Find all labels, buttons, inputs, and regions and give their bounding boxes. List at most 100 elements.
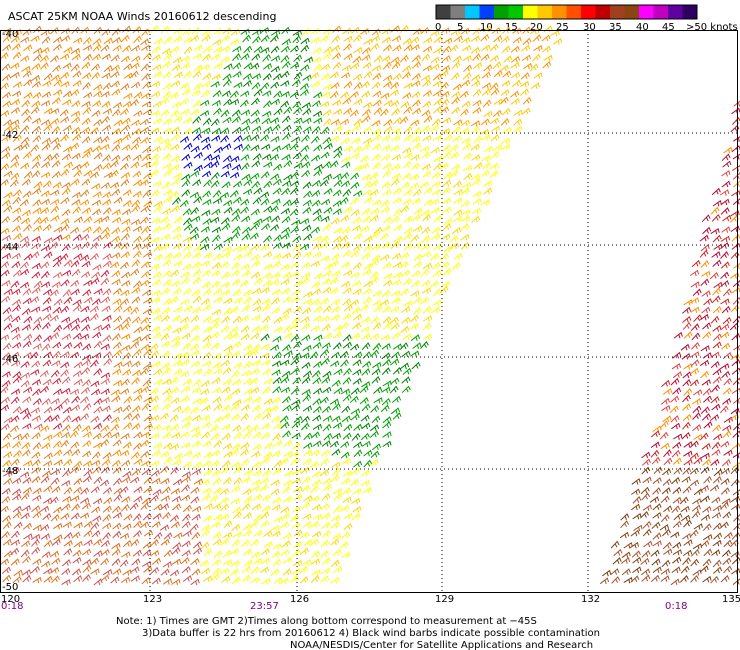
- wind-barb: [152, 314, 162, 321]
- wind-barb: [693, 457, 703, 465]
- wind-barb: [210, 160, 220, 168]
- wind-barb: [220, 538, 230, 546]
- wind-barb: [430, 63, 440, 71]
- wind-barb: [90, 557, 100, 566]
- wind-barb: [230, 461, 241, 469]
- wind-barb: [132, 250, 142, 259]
- wind-barb: [463, 64, 473, 73]
- wind-barb: [352, 55, 362, 64]
- wind-barb: [649, 496, 660, 503]
- wind-barb: [100, 277, 110, 286]
- wind-barb: [250, 144, 260, 152]
- wind-barb: [473, 135, 482, 144]
- wind-barb: [262, 53, 272, 62]
- wind-barb: [391, 279, 402, 286]
- wind-barb: [229, 548, 240, 555]
- wind-barb: [681, 476, 691, 483]
- wind-barb: [263, 263, 273, 270]
- wind-barb: [211, 171, 220, 180]
- wind-barb: [12, 575, 22, 584]
- wind-barb: [191, 468, 201, 476]
- longitude-labels: 120 123 126 129 132 135: [1, 594, 740, 605]
- wind-barb: [710, 575, 720, 584]
- wind-barb: [310, 260, 320, 268]
- wind-barb: [352, 34, 362, 43]
- wind-barb: [362, 296, 372, 305]
- wind-barb: [232, 511, 242, 519]
- wind-barb: [720, 235, 730, 243]
- wind-barb: [150, 236, 160, 244]
- wind-barb: [170, 269, 180, 277]
- wind-barb: [241, 125, 251, 132]
- wind-barb: [171, 335, 181, 343]
- wind-barb: [250, 520, 259, 528]
- wind-barb: [261, 505, 271, 513]
- wind-barb: [3, 477, 13, 486]
- wind-barb: [202, 72, 212, 80]
- wind-barb: [310, 154, 321, 162]
- wind-barb: [689, 452, 699, 460]
- wind-barb: [221, 271, 231, 279]
- wind-barb: [200, 567, 211, 575]
- wind-barb: [730, 407, 740, 415]
- wind-barb: [301, 476, 311, 485]
- wind-barb: [279, 577, 289, 585]
- wind-barb: [672, 486, 682, 494]
- wind-barb: [442, 186, 452, 195]
- wind-barb: [640, 486, 650, 495]
- wind-barb: [292, 549, 302, 557]
- wind-barb: [169, 386, 179, 394]
- wind-barb: [672, 371, 683, 379]
- wind-barb: [650, 449, 660, 458]
- wind-barb: [212, 197, 222, 205]
- wind-barb: [490, 150, 500, 159]
- wind-barb: [679, 496, 689, 505]
- wind-barb: [10, 466, 20, 474]
- wind-barb: [723, 565, 733, 574]
- wind-barb: [390, 351, 401, 359]
- wind-barb: [411, 214, 421, 222]
- wind-barb: [360, 154, 370, 163]
- wind-barb: [250, 566, 260, 574]
- wind-barb: [70, 226, 80, 234]
- wind-barb: [713, 243, 723, 251]
- wind-barb: [210, 154, 221, 161]
- wind-barb: [180, 395, 190, 403]
- wind-barb: [231, 115, 241, 124]
- wind-barb: [1, 379, 11, 388]
- wind-barb: [120, 83, 130, 91]
- wind-barb: [123, 396, 133, 404]
- wind-barb: [151, 145, 162, 153]
- wind-barb: [70, 260, 80, 268]
- wind-barb: [152, 180, 162, 187]
- wind-barb: [143, 423, 153, 430]
- wind-barb: [442, 268, 452, 276]
- wind-barb: [93, 538, 103, 546]
- wind-barb: [92, 497, 103, 505]
- wind-barb: [312, 377, 322, 385]
- wind-barb: [52, 259, 62, 268]
- wind-barb: [11, 333, 21, 340]
- wind-barb: [722, 557, 732, 565]
- wind-barb: [241, 134, 252, 142]
- wind-barb: [660, 568, 670, 575]
- wind-barb: [213, 403, 223, 411]
- wind-barb: [162, 279, 172, 287]
- wind-barb: [13, 144, 23, 151]
- wind-barb: [380, 334, 390, 341]
- wind-barb: [241, 304, 251, 312]
- wind-barb: [342, 298, 352, 306]
- wind-barb: [82, 288, 92, 297]
- wind-barb: [183, 142, 193, 150]
- wind-barb: [180, 298, 190, 306]
- wind-barb: [109, 181, 120, 189]
- wind-barb: [62, 146, 73, 153]
- wind-barb: [93, 288, 103, 295]
- wind-barb: [61, 234, 71, 241]
- wind-barb: [191, 440, 201, 448]
- wind-barb: [71, 415, 81, 423]
- wind-barb: [502, 70, 512, 78]
- wind-barb: [289, 91, 299, 98]
- wind-barb: [293, 486, 303, 493]
- wind-barb: [11, 493, 22, 501]
